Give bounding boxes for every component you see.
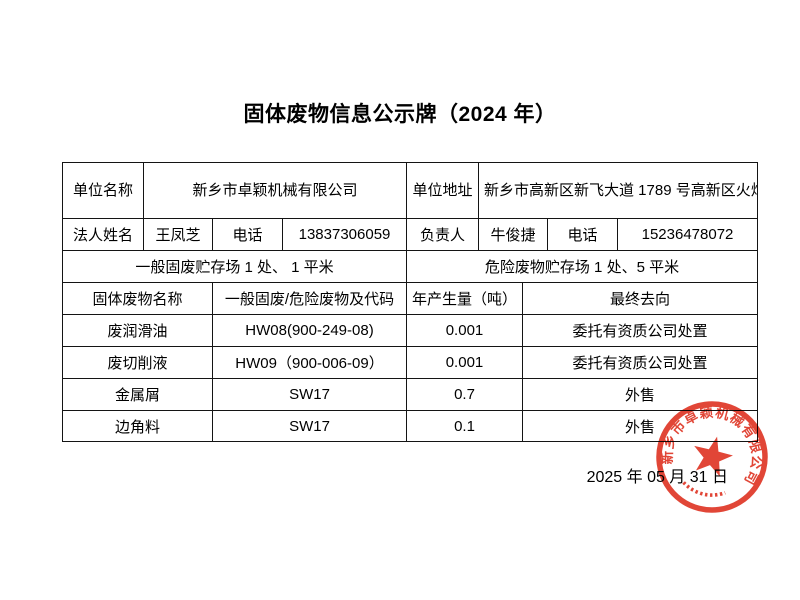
table-row: 法人姓名 王凤芝 电话 13837306059 负责人 牛俊捷 电话 15236…: [62, 218, 758, 251]
waste-destination: 委托有资质公司处置: [522, 314, 758, 347]
table-row: 单位名称 新乡市卓颖机械有限公司 单位地址 新乡市高新区新飞大道 1789 号高…: [62, 162, 758, 219]
page-title: 固体废物信息公示牌（2024 年）: [243, 103, 557, 126]
legal-person-label: 法人姓名: [62, 218, 144, 251]
legal-phone-label: 电话: [212, 218, 283, 251]
waste-code: HW09（900-006-09）: [212, 346, 407, 379]
responsible-value: 牛俊捷: [478, 218, 548, 251]
table-header-row: 固体废物名称 一般固废/危险废物及代码 年产生量（吨） 最终去向: [62, 282, 758, 315]
header-waste-code: 一般固废/危险废物及代码: [212, 282, 407, 315]
legal-phone-value: 13837306059: [282, 218, 407, 251]
waste-code: SW17: [212, 378, 407, 411]
table-row: 金属屑 SW17 0.7 外售: [62, 378, 758, 411]
table-row: 边角料 SW17 0.1 外售: [62, 410, 758, 442]
header-waste-name: 固体废物名称: [62, 282, 213, 315]
waste-output: 0.7: [406, 378, 523, 411]
unit-address-label: 单位地址: [406, 162, 479, 219]
waste-output: 0.001: [406, 314, 523, 347]
legal-person-value: 王凤芝: [143, 218, 213, 251]
responsible-phone-label: 电话: [547, 218, 618, 251]
general-storage-cell: 一般固废贮存场 1 处、 1 平米: [62, 250, 407, 283]
waste-code: HW08(900-249-08): [212, 314, 407, 347]
waste-destination: 外售: [522, 410, 758, 442]
waste-output: 0.1: [406, 410, 523, 442]
waste-output: 0.001: [406, 346, 523, 379]
waste-destination: 委托有资质公司处置: [522, 346, 758, 379]
waste-name: 废切削液: [62, 346, 213, 379]
responsible-phone-value: 15236478072: [617, 218, 758, 251]
unit-name-value: 新乡市卓颖机械有限公司: [143, 162, 407, 219]
header-annual-output: 年产生量（吨）: [406, 282, 523, 315]
waste-destination: 外售: [522, 378, 758, 411]
table-row: 废润滑油 HW08(900-249-08) 0.001 委托有资质公司处置: [62, 314, 758, 347]
unit-address-value: 新乡市高新区新飞大道 1789 号高新区火炬园 G2 座: [478, 162, 758, 219]
waste-name: 边角料: [62, 410, 213, 442]
header-final-destination: 最终去向: [522, 282, 758, 315]
document-date: 2025 年 05 月 31 日: [586, 469, 728, 486]
unit-name-label: 单位名称: [62, 162, 144, 219]
waste-info-table: 单位名称 新乡市卓颖机械有限公司 单位地址 新乡市高新区新飞大道 1789 号高…: [62, 162, 758, 442]
table-row: 一般固废贮存场 1 处、 1 平米 危险废物贮存场 1 处、5 平米: [62, 250, 758, 283]
responsible-label: 负责人: [406, 218, 479, 251]
waste-name: 金属屑: [62, 378, 213, 411]
waste-code: SW17: [212, 410, 407, 442]
hazardous-storage-cell: 危险废物贮存场 1 处、5 平米: [406, 250, 758, 283]
table-row: 废切削液 HW09（900-006-09） 0.001 委托有资质公司处置: [62, 346, 758, 379]
waste-name: 废润滑油: [62, 314, 213, 347]
